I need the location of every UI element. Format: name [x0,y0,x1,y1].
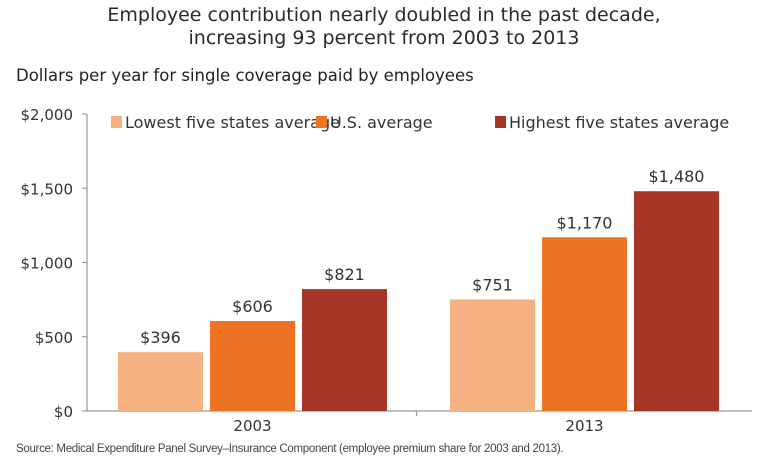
bar-2013-1 [450,299,535,411]
chart-subtitle: Dollars per year for single coverage pai… [16,66,474,85]
data-label: $396 [140,328,181,347]
y-tick-label: $2,000 [21,106,74,124]
data-label: $1,480 [649,167,705,186]
bar-2013-3 [634,191,719,411]
data-label: $751 [472,275,513,294]
chart-title-line2: increasing 93 percent from 2003 to 2013 [188,27,580,49]
bar-2003-2 [210,321,295,411]
legend-label: Highest five states average [509,113,729,132]
y-tick-label: $500 [35,329,73,347]
y-tick-label: $1,000 [21,255,74,273]
chart-title: Employee contribution nearly doubled in … [107,4,661,26]
data-label: $1,170 [557,213,613,232]
y-tick-label: $0 [54,403,73,421]
x-tick-label: 2013 [565,417,603,435]
legend-label: Lowest five states average [125,113,340,132]
y-tick-label: $1,500 [21,180,74,198]
data-label: $606 [232,297,273,316]
legend-swatch [111,116,122,128]
legend-swatch [495,116,506,128]
bar-2003-3 [302,289,387,411]
x-tick-label: 2003 [233,417,271,435]
bar-2003-1 [118,352,203,411]
data-label: $821 [324,265,365,284]
legend-label: U.S. average [330,113,433,132]
source-note: Source: Medical Expenditure Panel Survey… [16,443,564,455]
legend-swatch [316,116,327,128]
bar-2013-2 [542,237,627,411]
